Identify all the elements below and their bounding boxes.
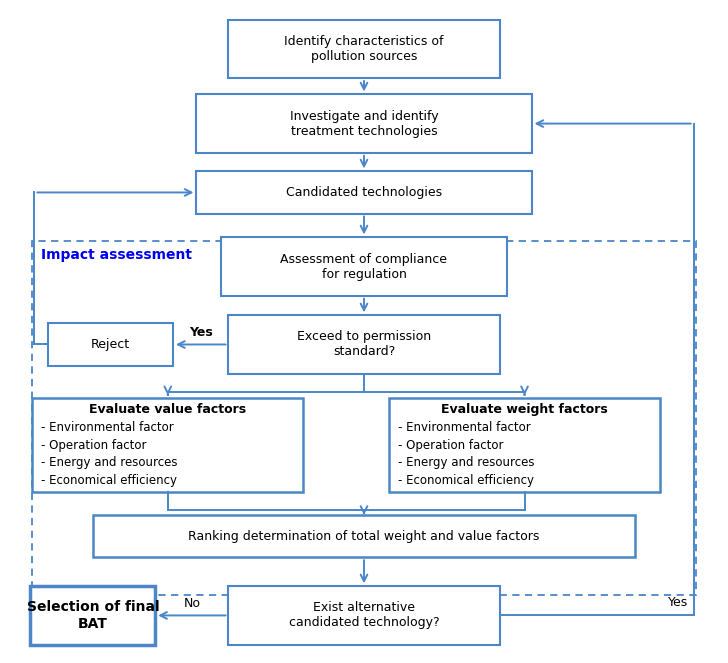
Text: - Operation factor: - Operation factor bbox=[41, 439, 146, 452]
FancyBboxPatch shape bbox=[48, 324, 173, 365]
FancyBboxPatch shape bbox=[221, 237, 507, 296]
Text: Evaluate value factors: Evaluate value factors bbox=[90, 403, 246, 416]
Text: Reject: Reject bbox=[91, 338, 130, 351]
Text: Candidated technologies: Candidated technologies bbox=[286, 186, 442, 199]
Text: Identify characteristics of
pollution sources: Identify characteristics of pollution so… bbox=[284, 35, 444, 63]
FancyBboxPatch shape bbox=[197, 94, 531, 153]
Text: - Economical efficiency: - Economical efficiency bbox=[397, 474, 534, 487]
Text: Exist alternative
candidated technology?: Exist alternative candidated technology? bbox=[289, 601, 439, 629]
Text: - Environmental factor: - Environmental factor bbox=[41, 421, 173, 434]
Text: No: No bbox=[183, 597, 200, 610]
Text: - Energy and resources: - Energy and resources bbox=[397, 457, 534, 469]
FancyBboxPatch shape bbox=[389, 398, 660, 493]
Text: Exceed to permission
standard?: Exceed to permission standard? bbox=[297, 330, 431, 359]
Text: Yes: Yes bbox=[189, 326, 213, 339]
Text: Selection of final
BAT: Selection of final BAT bbox=[27, 600, 159, 631]
Text: - Environmental factor: - Environmental factor bbox=[397, 421, 530, 434]
FancyBboxPatch shape bbox=[93, 515, 635, 558]
Text: Ranking determination of total weight and value factors: Ranking determination of total weight an… bbox=[189, 530, 539, 543]
Text: Yes: Yes bbox=[668, 596, 688, 609]
FancyBboxPatch shape bbox=[31, 586, 155, 644]
FancyBboxPatch shape bbox=[229, 20, 499, 78]
FancyBboxPatch shape bbox=[197, 171, 531, 213]
FancyBboxPatch shape bbox=[32, 398, 304, 493]
Text: Investigate and identify
treatment technologies: Investigate and identify treatment techn… bbox=[290, 109, 438, 138]
Text: - Operation factor: - Operation factor bbox=[397, 439, 503, 452]
Text: Assessment of compliance
for regulation: Assessment of compliance for regulation bbox=[280, 253, 448, 280]
Text: - Economical efficiency: - Economical efficiency bbox=[41, 474, 177, 487]
FancyBboxPatch shape bbox=[229, 586, 499, 644]
Text: Impact assessment: Impact assessment bbox=[41, 249, 191, 263]
Text: - Energy and resources: - Energy and resources bbox=[41, 457, 178, 469]
FancyBboxPatch shape bbox=[229, 315, 499, 374]
Text: Evaluate weight factors: Evaluate weight factors bbox=[441, 403, 608, 416]
